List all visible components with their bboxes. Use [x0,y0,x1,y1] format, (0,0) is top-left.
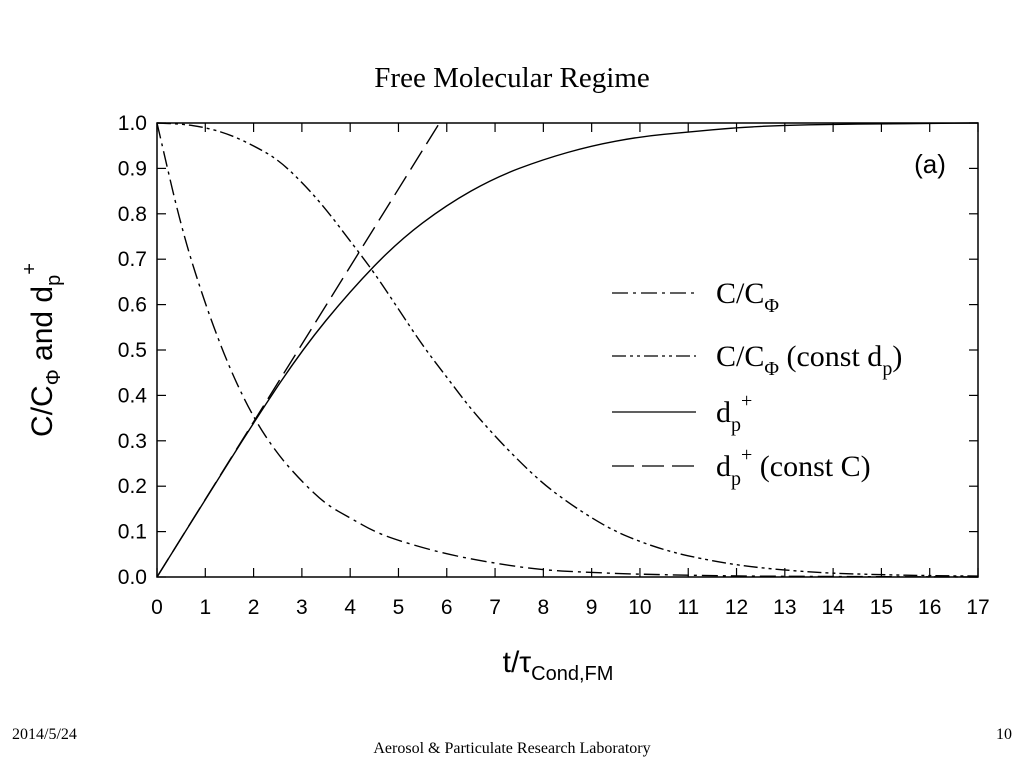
footer-date: 2014/5/24 [12,726,77,743]
legend-label-1: C/CΦ (const dp) [716,340,902,380]
legend-label-0: C/CΦ [716,277,779,317]
y-tick-label: 0.3 [118,430,147,453]
legend-label-3: dp+ (const C) [716,444,871,490]
y-tick-label: 0.6 [118,294,147,317]
x-tick-label: 8 [538,596,550,619]
y-tick-label: 0.7 [118,248,147,271]
slide-title: Free Molecular Regime [374,62,650,94]
legend-label-2: dp+ [716,390,752,436]
x-tick-label: 10 [628,596,651,619]
x-tick-label: 15 [870,596,893,619]
y-tick-label: 0.0 [118,566,147,589]
x-tick-label: 6 [441,596,453,619]
footer-organization: Aerosol & Particulate Research Laborator… [373,740,651,757]
series-group [156,122,979,578]
page-number: 10 [996,726,1012,743]
x-axis-label: t/τCond,FM [503,646,614,685]
y-tick-label: 0.5 [118,339,147,362]
y-tick-label: 0.2 [118,475,147,498]
x-tick-label: 9 [586,596,598,619]
x-tick-label: 2 [248,596,260,619]
series-line-2 [156,122,979,578]
series-line-0 [156,122,979,578]
x-tick-label: 17 [966,596,989,619]
x-tick-label: 0 [151,596,163,619]
panel-label: (a) [914,149,946,179]
x-tick-label: 3 [296,596,308,619]
x-tick-label: 14 [821,596,845,619]
x-tick-label: 5 [393,596,405,619]
series-line-3 [156,122,441,578]
x-tick-label: 16 [918,596,941,619]
axis-ticks: 0 1 2 3 4 5 6 7 8 9 10 11 12 13 14 15 16 170.00.10.20.30.… [118,112,990,619]
y-tick-label: 0.4 [118,384,148,407]
x-tick-label: 7 [489,596,501,619]
x-tick-label: 13 [773,596,796,619]
x-tick-label: 12 [725,596,748,619]
series-line-1 [156,122,979,577]
legend: C/CΦ C/CΦ (const dp) dp+ dp+ (const C) [612,277,902,490]
x-tick-label: 1 [199,596,211,619]
y-tick-label: 0.1 [118,521,147,544]
y-tick-label: 0.9 [118,157,147,180]
y-tick-label: 1.0 [118,112,147,135]
x-tick-label: 11 [677,596,699,619]
y-tick-label: 0.8 [118,203,147,226]
x-tick-label: 4 [344,596,356,619]
y-axis-label: C/CΦ and dp+ [19,263,65,437]
